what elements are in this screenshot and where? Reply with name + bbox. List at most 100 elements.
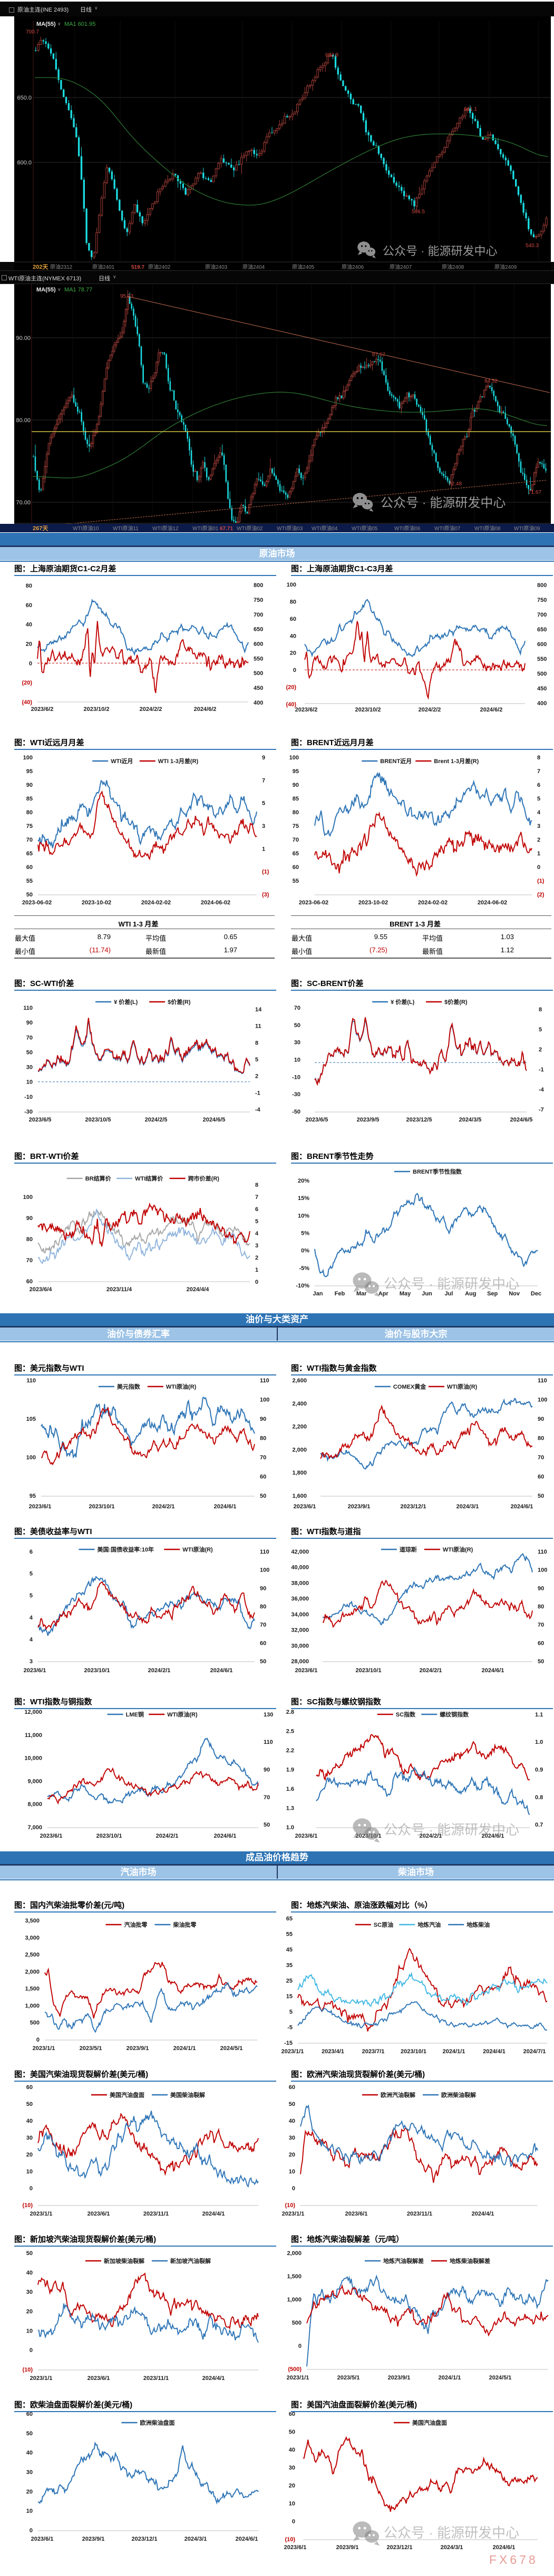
svg-text:50: 50 (26, 892, 33, 898)
svg-text:原油2403: 原油2403 (205, 264, 228, 270)
svg-text:原油2405: 原油2405 (292, 264, 315, 270)
svg-text:95: 95 (293, 768, 299, 775)
svg-text:36,000: 36,000 (291, 1596, 309, 1602)
svg-text:(3): (3) (262, 892, 269, 898)
svg-text:1.0: 1.0 (286, 1824, 294, 1831)
svg-text:2024/3/1: 2024/3/1 (184, 2536, 207, 2542)
svg-text:2: 2 (537, 837, 540, 843)
svg-text:MA1 78.77: MA1 78.77 (64, 287, 92, 293)
svg-text:70: 70 (26, 837, 33, 843)
svg-text:641.1: 641.1 (464, 106, 477, 112)
svg-text:1.1: 1.1 (535, 1712, 543, 1718)
svg-text:70: 70 (26, 1035, 33, 1041)
svg-text:BRENT季节性指数: BRENT季节性指数 (413, 1168, 462, 1175)
svg-text:80: 80 (293, 809, 299, 816)
svg-text:WTI原油(R): WTI原油(R) (167, 1711, 198, 1718)
svg-text:WTI原油(R): WTI原油(R) (447, 1383, 478, 1390)
svg-text:WTI原油05: WTI原油05 (352, 525, 378, 532)
svg-text:2024/3/5: 2024/3/5 (459, 1117, 482, 1123)
svg-text:1.3: 1.3 (286, 1806, 294, 1812)
svg-text:100: 100 (287, 582, 296, 588)
svg-text:10: 10 (294, 1057, 300, 1063)
svg-text:90: 90 (260, 1416, 266, 1422)
svg-text:100: 100 (26, 1455, 36, 1461)
svg-text:20: 20 (290, 650, 296, 657)
svg-text:原油2401: 原油2401 (92, 264, 115, 270)
svg-text:600: 600 (254, 641, 263, 648)
svg-text:1,500: 1,500 (25, 1986, 40, 1992)
svg-text:新加坡柴油裂解: 新加坡柴油裂解 (104, 2257, 144, 2265)
svg-text:60: 60 (293, 864, 299, 871)
svg-text:70: 70 (264, 1794, 270, 1801)
svg-text:50: 50 (26, 1049, 33, 1056)
svg-text:5: 5 (30, 1571, 33, 1577)
svg-text:30: 30 (26, 1065, 33, 1071)
svg-text:90: 90 (293, 782, 299, 788)
svg-text:60: 60 (289, 2412, 295, 2417)
svg-text:欧洲柴油裂解: 欧洲柴油裂解 (441, 2091, 476, 2099)
svg-text:500: 500 (292, 2320, 302, 2326)
svg-text:40: 40 (26, 2270, 33, 2276)
svg-text:2023/6/4: 2023/6/4 (30, 1286, 53, 1293)
svg-text:50: 50 (538, 1658, 544, 1665)
svg-text:公众号 · 能源研发中心: 公众号 · 能源研发中心 (384, 1276, 519, 1292)
svg-text:50: 50 (289, 2429, 295, 2435)
svg-text:(500): (500) (288, 2366, 302, 2373)
svg-text:∨: ∨ (57, 21, 61, 26)
svg-text:8: 8 (537, 755, 540, 761)
svg-text:2023/1/1: 2023/1/1 (30, 2375, 53, 2382)
svg-text:20: 20 (26, 2489, 33, 2495)
svg-text:3,000: 3,000 (25, 1935, 40, 1941)
svg-text:2023/1/1: 2023/1/1 (282, 2211, 305, 2217)
svg-text:2024/6/1: 2024/6/1 (511, 1504, 533, 1510)
svg-text:500: 500 (254, 670, 263, 677)
svg-text:42,000: 42,000 (291, 1549, 309, 1555)
svg-text:75: 75 (293, 823, 299, 830)
svg-text:700.7: 700.7 (26, 29, 39, 35)
svg-text:Brent 1-3月差(R): Brent 1-3月差(R) (434, 757, 479, 765)
svg-text:95: 95 (30, 1493, 36, 1499)
svg-text:15: 15 (286, 1994, 293, 2000)
svg-text:-10%: -10% (296, 1283, 309, 1289)
svg-text:2: 2 (255, 1074, 258, 1080)
svg-text:(2): (2) (537, 892, 545, 898)
svg-text:2.2: 2.2 (286, 1748, 294, 1754)
svg-text:10: 10 (26, 2508, 33, 2514)
svg-text:COMEX黄金: COMEX黄金 (393, 1383, 426, 1390)
svg-text:7: 7 (537, 768, 540, 775)
svg-text:2023/6/1: 2023/6/1 (40, 1833, 63, 1839)
svg-text:0: 0 (29, 660, 32, 667)
svg-text:35: 35 (286, 1963, 293, 1969)
svg-text:2023/9/1: 2023/9/1 (127, 2045, 149, 2052)
svg-text:50: 50 (294, 1022, 300, 1029)
svg-text:40: 40 (290, 633, 296, 639)
svg-text:WTI原油12: WTI原油12 (152, 525, 179, 532)
svg-text:65: 65 (286, 1916, 293, 1922)
svg-text:110: 110 (538, 1549, 547, 1555)
svg-text:566.5: 566.5 (412, 209, 425, 214)
svg-text:Sep: Sep (487, 1291, 498, 1297)
svg-text:10: 10 (289, 2501, 295, 2507)
svg-text:2023/6/1: 2023/6/1 (31, 2536, 54, 2542)
svg-text:原油2408: 原油2408 (442, 264, 464, 270)
svg-text:7,000: 7,000 (27, 1824, 42, 1831)
svg-text:2024/1/1: 2024/1/1 (443, 2048, 465, 2055)
svg-text:原油2406: 原油2406 (342, 264, 364, 270)
svg-text:85: 85 (293, 796, 299, 802)
svg-text:2023/12/5: 2023/12/5 (406, 1117, 432, 1123)
svg-text:130: 130 (264, 1712, 273, 1718)
svg-text:柴油批零: 柴油批零 (173, 1921, 197, 1928)
svg-text:(10): (10) (22, 2367, 33, 2373)
svg-text:682.8: 682.8 (325, 52, 338, 58)
svg-text:50: 50 (289, 2101, 295, 2107)
svg-text:WTI原油(R): WTI原油(R) (166, 1383, 197, 1390)
svg-text:540.3: 540.3 (526, 243, 539, 249)
svg-text:SC指数: SC指数 (396, 1711, 416, 1718)
svg-text:20: 20 (26, 2309, 33, 2315)
svg-text:2024/1/1: 2024/1/1 (173, 2045, 196, 2052)
svg-text:2023-10-02: 2023-10-02 (82, 900, 111, 906)
svg-text:2023/6/1: 2023/6/1 (24, 1667, 46, 1674)
svg-text:10: 10 (289, 2169, 295, 2175)
svg-text:9,000: 9,000 (27, 1778, 42, 1784)
svg-text:-30: -30 (24, 1109, 33, 1115)
